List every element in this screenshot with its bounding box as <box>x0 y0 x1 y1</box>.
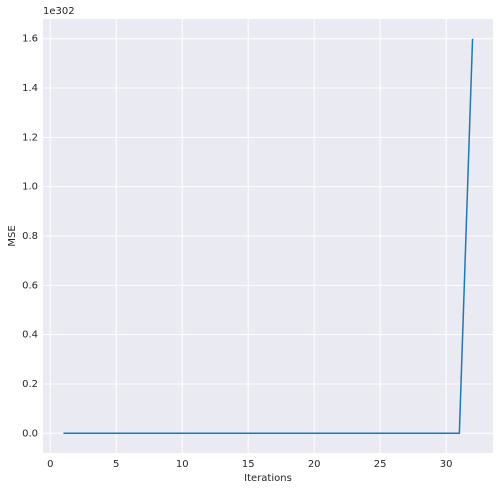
y-tick-label: 0.2 <box>22 379 38 390</box>
y-tick-label: 1.6 <box>22 34 38 45</box>
y-tick-label: 1.2 <box>22 132 38 143</box>
y-axis-label: MSE <box>7 225 18 246</box>
x-tick-label: 10 <box>176 459 189 470</box>
x-tick-label: 20 <box>308 459 321 470</box>
line <box>63 38 474 435</box>
y-tick-label: 1.4 <box>22 83 38 94</box>
x-tick-label: 0 <box>47 459 53 470</box>
x-axis-label: Iterations <box>244 473 292 484</box>
y-tick-label: 0.0 <box>22 428 38 439</box>
x-tick-label: 5 <box>113 459 119 470</box>
x-tick-label: 25 <box>374 459 387 470</box>
y-offset-text: 1e302 <box>43 6 75 17</box>
y-tick-label: 1.0 <box>22 182 38 193</box>
x-tick-label: 30 <box>440 459 453 470</box>
y-tick-label: 0.4 <box>22 330 38 341</box>
y-tick-label: 0.8 <box>22 231 38 242</box>
x-tick-label: 15 <box>242 459 255 470</box>
y-tick-label: 0.6 <box>22 280 38 291</box>
